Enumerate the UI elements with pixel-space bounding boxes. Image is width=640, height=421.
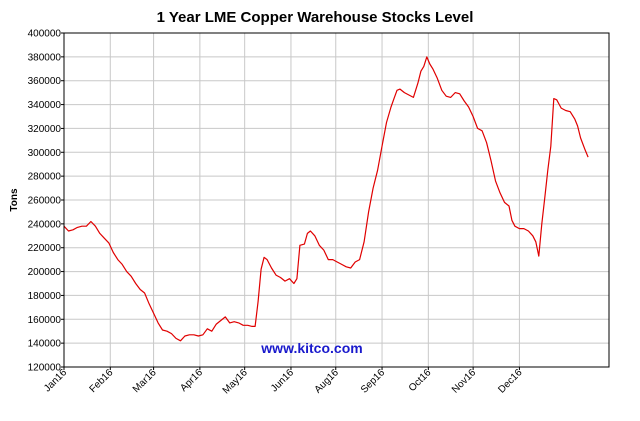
y-tick-label: 380000 xyxy=(28,52,62,63)
x-tick-label: May16 xyxy=(221,367,250,396)
y-tick-label: 300000 xyxy=(28,148,62,159)
y-tick-label: 220000 xyxy=(28,243,62,254)
y-tick-label: 240000 xyxy=(28,219,62,230)
y-tick-label: 260000 xyxy=(28,196,62,207)
x-tick-label: Feb16 xyxy=(88,367,116,395)
x-axis-ticks: Jan16 Feb16 Mar16 Apr16 May16 Jun16 Aug16 Sep16… xyxy=(42,367,525,396)
y-tick-label: 180000 xyxy=(28,291,62,302)
y-tick-label: 360000 xyxy=(28,76,62,87)
x-tick-label: Sep16 xyxy=(359,367,388,396)
x-tick-label: Mar16 xyxy=(131,367,159,395)
x-tick-label: Jun16 xyxy=(269,367,296,394)
y-tick-label: 400000 xyxy=(28,29,62,40)
x-tick-label: Apr16 xyxy=(178,367,205,394)
grid xyxy=(63,32,609,368)
x-tick-label: Dec16 xyxy=(496,367,525,396)
series-layer xyxy=(63,56,589,342)
y-tick-label: 140000 xyxy=(28,339,62,350)
y-tick-label: 340000 xyxy=(28,100,62,111)
y-tick-label: 120000 xyxy=(28,363,62,374)
y-tick-label: 280000 xyxy=(28,172,62,183)
y-axis-label: Tons xyxy=(9,188,20,212)
y-tick-label: 200000 xyxy=(28,267,62,278)
x-tick-label: Aug16 xyxy=(313,367,342,396)
y-axis-ticks: 120000 140000 160000 180000 200000 220000 2400… xyxy=(28,29,64,374)
x-tick-label: Oct16 xyxy=(407,367,434,394)
x-tick-label: Nov16 xyxy=(450,367,479,396)
series-line xyxy=(63,56,589,342)
y-tick-label: 160000 xyxy=(28,315,62,326)
plot-frame xyxy=(63,32,610,368)
chart-title: 1 Year LME Copper Warehouse Stocks Level xyxy=(157,9,474,26)
watermark: www.kitco.com xyxy=(260,340,362,356)
y-tick-label: 320000 xyxy=(28,124,62,135)
